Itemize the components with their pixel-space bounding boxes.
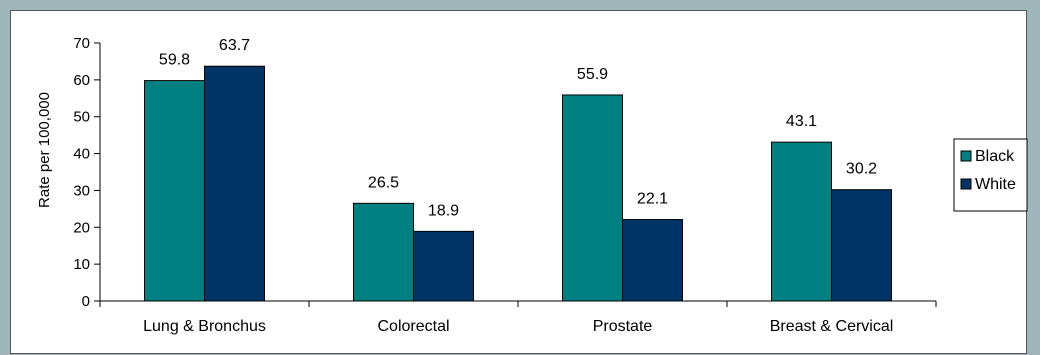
bars [144,65,892,302]
data-label: 43.1 [786,113,817,130]
data-label: 63.7 [219,37,250,54]
bar-white [204,65,265,302]
data-label: 55.9 [577,66,608,83]
chart-frame: 0 10 20 30 40 50 60 70 Lung & Bronchus Colorectal… [10,10,1028,354]
legend-label: Black [975,148,1015,165]
y-tick-label: 70 [73,35,90,52]
y-tick-label: 50 [73,109,90,126]
x-tick-label: Breast & Cervical [770,318,894,335]
data-label: 22.1 [637,191,668,208]
bar-black [771,141,832,302]
x-tick-label: Prostate [593,318,653,335]
y-tick-label: 20 [73,219,90,236]
y-axis-label: Rate per 100,000 [36,92,53,208]
bar-black [562,94,623,302]
bar-white [831,189,892,302]
data-label: 30.2 [846,161,877,178]
legend: Black White [953,138,1028,212]
bar-chart: 0 10 20 30 40 50 60 70 Lung & Bronchus Colorectal… [36,35,1028,335]
bar-white [413,230,474,302]
data-labels: 59.8 63.7 26.5 18.9 55.9 22.1 43.1 30.2 [159,37,877,219]
legend-label: White [975,176,1016,193]
data-label: 18.9 [428,202,459,219]
y-tick-label: 30 [73,182,90,199]
x-tick-label: Lung & Bronchus [143,318,266,335]
bar-black [144,80,205,302]
x-tick-label: Colorectal [377,318,449,335]
legend-swatch-black [960,150,972,162]
data-label: 59.8 [159,52,190,69]
axes: 0 10 20 30 40 50 60 70 Lung & Bronchus Colorectal… [73,35,937,335]
bar-white [622,219,683,302]
y-tick-label: 0 [82,293,90,310]
legend-swatch-white [960,178,972,190]
data-label: 26.5 [368,174,399,191]
y-tick-label: 40 [73,146,90,163]
y-tick-label: 60 [73,72,90,89]
bar-black [353,202,414,302]
y-tick-label: 10 [73,256,90,273]
